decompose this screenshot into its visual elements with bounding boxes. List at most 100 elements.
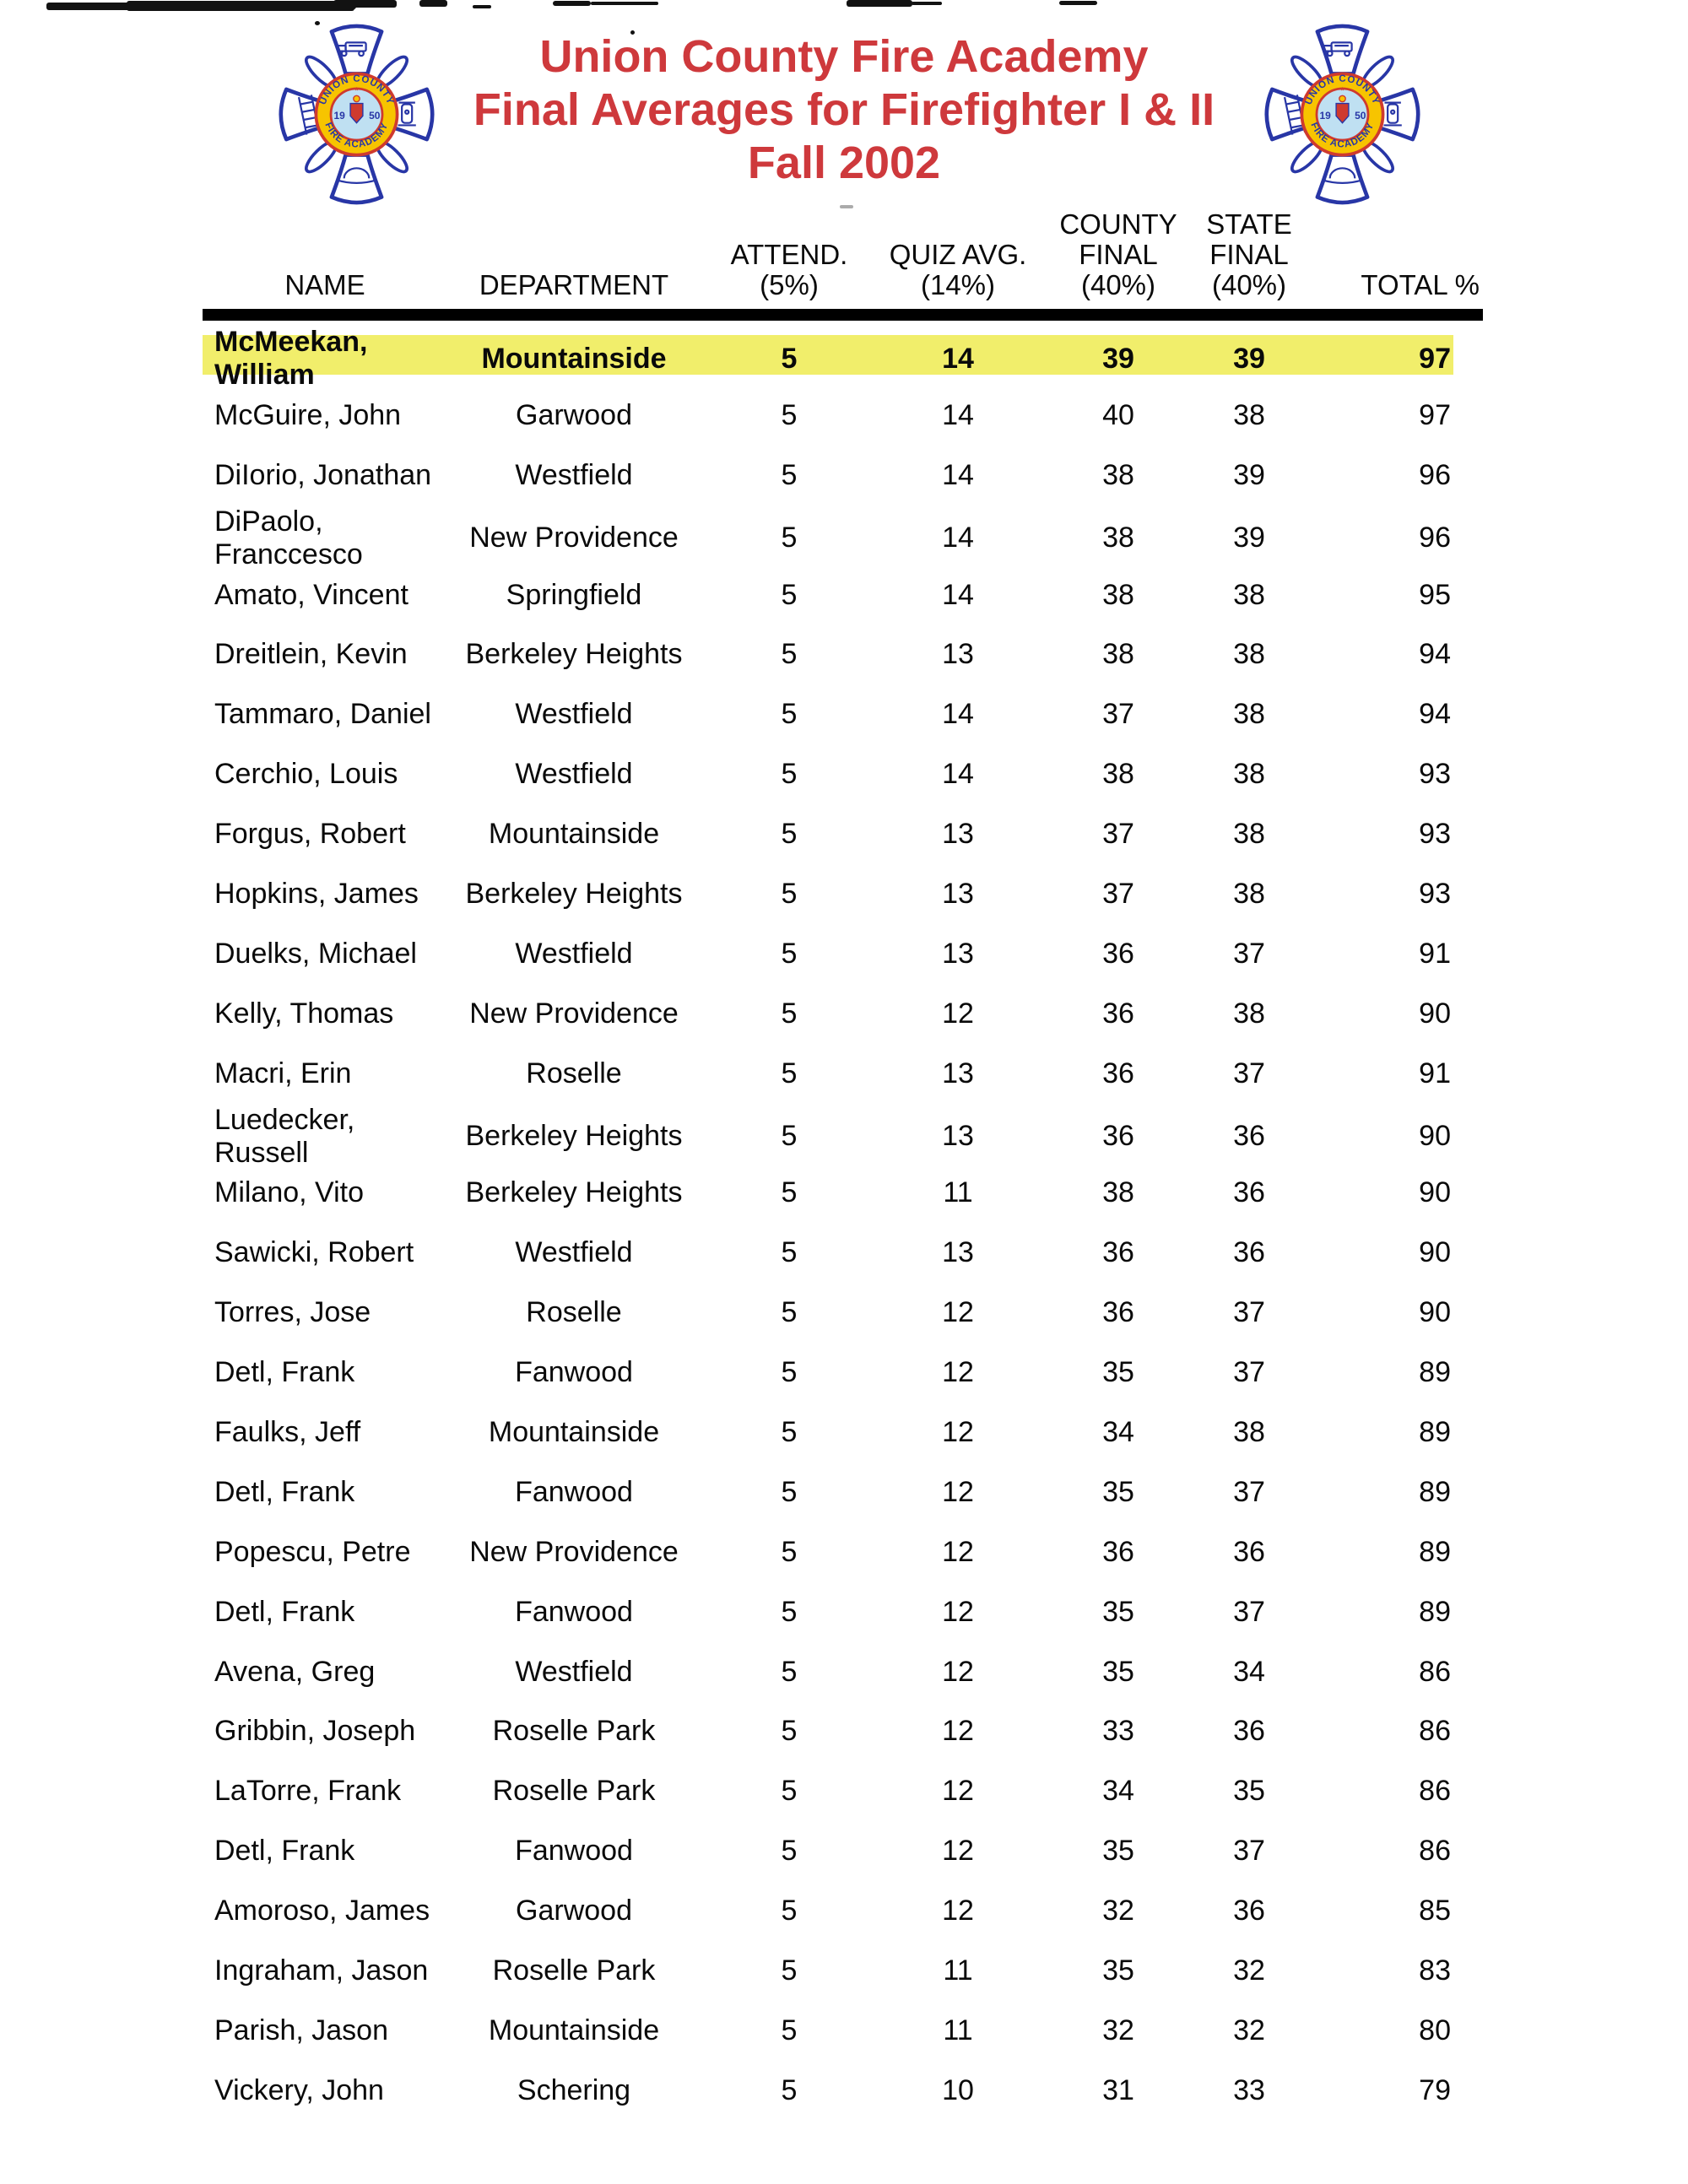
cell-quiz: 12	[942, 1356, 974, 1389]
cell-attend: 5	[781, 1835, 798, 1868]
cell-total: 94	[1419, 638, 1451, 671]
cell-county: 35	[1102, 1356, 1134, 1389]
cell-state: 36	[1233, 1236, 1265, 1269]
table-row: McMeekan, William Mountainside 5 14 39 39 97	[0, 326, 1688, 391]
cell-name: Detl, Frank	[214, 1475, 355, 1508]
cell-name: Macri, Erin	[214, 1057, 352, 1089]
svg-text:★: ★	[354, 87, 360, 93]
cell-name: Duelks, Michael	[214, 937, 417, 970]
cell-state: 37	[1233, 1595, 1265, 1628]
cell-county: 36	[1102, 1057, 1134, 1089]
cell-attend: 5	[781, 937, 798, 970]
cell-state: 36	[1233, 1176, 1265, 1209]
table-row: Luedecker, Russell Berkeley Heights 5 13 36 3…	[0, 1104, 1688, 1169]
scan-artifact	[553, 1, 591, 6]
page-title: Union County Fire Academy Final Averages…	[0, 30, 1688, 190]
table-body: McMeekan, William Mountainside 5 14 39 39 97 Mc…	[0, 326, 1688, 2121]
cell-department: Berkeley Heights	[465, 877, 683, 910]
cell-name: Popescu, Petre	[214, 1535, 411, 1568]
cell-name: Torres, Jose	[214, 1296, 371, 1329]
cell-state: 34	[1233, 1655, 1265, 1688]
cell-department: Mountainside	[488, 818, 660, 851]
cell-county: 38	[1102, 758, 1134, 791]
cell-state: 37	[1233, 1475, 1265, 1508]
cell-quiz: 13	[942, 1057, 974, 1089]
cell-attend: 5	[781, 1895, 798, 1927]
cell-name: Kelly, Thomas	[214, 997, 394, 1030]
cell-department: Mountainside	[481, 342, 667, 375]
cell-quiz: 13	[942, 638, 974, 671]
cell-name: LaTorre, Frank	[214, 1775, 402, 1808]
cell-attend: 5	[781, 1415, 798, 1448]
cell-department: New Providence	[469, 997, 679, 1030]
cell-department: Roselle Park	[492, 1954, 656, 1987]
cell-county: 35	[1102, 1595, 1134, 1628]
cell-name: Ingraham, Jason	[214, 1954, 429, 1987]
cell-state: 38	[1233, 758, 1265, 791]
cell-county: 34	[1102, 1775, 1134, 1808]
cell-quiz: 12	[942, 1775, 974, 1808]
cell-county: 34	[1102, 1415, 1134, 1448]
cell-quiz: 12	[942, 1655, 974, 1688]
table-row: Amoroso, James Garwood 5 12 32 36 85	[0, 1881, 1688, 1941]
cell-quiz: 13	[942, 1120, 974, 1153]
cell-total: 89	[1419, 1356, 1451, 1389]
cell-department: Roselle	[526, 1296, 622, 1329]
cell-department: Berkeley Heights	[465, 638, 683, 671]
table-row: Vickery, John Schering 5 10 31 33 79	[0, 2061, 1688, 2121]
cell-attend: 5	[781, 1595, 798, 1628]
cell-attend: 5	[781, 1655, 798, 1688]
cell-department: Garwood	[516, 398, 632, 431]
table-row: Duelks, Michael Westfield 5 13 36 37 91	[0, 924, 1688, 984]
cell-name: DiIorio, Jonathan	[214, 458, 432, 491]
cell-county: 37	[1102, 698, 1134, 731]
svg-text:50: 50	[369, 110, 381, 122]
cell-name: Milano, Vito	[214, 1176, 365, 1209]
title-line-3: Fall 2002	[747, 138, 941, 188]
table-row: Parish, Jason Mountainside 5 11 32 32 80	[0, 2001, 1688, 2061]
cell-total: 97	[1419, 342, 1451, 375]
cell-attend: 5	[781, 698, 798, 731]
cell-state: 37	[1233, 1057, 1265, 1089]
cell-county: 36	[1102, 1296, 1134, 1329]
cell-county: 37	[1102, 818, 1134, 851]
scan-artifact	[333, 0, 397, 8]
cell-state: 37	[1233, 1296, 1265, 1329]
table-row: Detl, Frank Fanwood 5 12 35 37 86	[0, 1821, 1688, 1881]
cell-attend: 5	[781, 1535, 798, 1568]
cell-county: 38	[1102, 638, 1134, 671]
cell-attend: 5	[781, 578, 798, 611]
scan-artifact	[591, 2, 658, 5]
cell-total: 96	[1419, 458, 1451, 491]
cell-county: 32	[1102, 2014, 1134, 2046]
cell-county: 36	[1102, 1236, 1134, 1269]
table-row: McGuire, John Garwood 5 14 40 38 97	[0, 386, 1688, 446]
cell-total: 86	[1419, 1775, 1451, 1808]
cell-attend: 5	[781, 1236, 798, 1269]
cell-total: 80	[1419, 2014, 1451, 2046]
column-header-county: COUNTY FINAL (40%)	[1038, 209, 1198, 300]
cell-state: 32	[1233, 2014, 1265, 2046]
cell-attend: 5	[781, 1296, 798, 1329]
cell-county: 38	[1102, 578, 1134, 611]
cell-department: Westfield	[515, 1655, 633, 1688]
cell-county: 36	[1102, 1120, 1134, 1153]
scan-artifact	[630, 30, 635, 35]
cell-name: Cerchio, Louis	[214, 758, 398, 791]
table-row: Detl, Frank Fanwood 5 12 35 37 89	[0, 1462, 1688, 1522]
cell-name: Detl, Frank	[214, 1595, 355, 1628]
table-row: Milano, Vito Berkeley Heights 5 11 38 36 90	[0, 1163, 1688, 1223]
cell-state: 36	[1233, 1535, 1265, 1568]
table-row: Torres, Jose Roselle 5 12 36 37 90	[0, 1283, 1688, 1343]
column-header-total: TOTAL %	[1300, 209, 1483, 300]
cell-department: New Providence	[469, 1535, 679, 1568]
cell-name: Tammaro, Daniel	[214, 698, 431, 731]
cell-state: 37	[1233, 937, 1265, 970]
cell-total: 89	[1419, 1415, 1451, 1448]
cell-state: 38	[1233, 578, 1265, 611]
scan-artifact	[912, 2, 942, 5]
cell-quiz: 14	[942, 578, 974, 611]
cell-county: 38	[1102, 522, 1134, 554]
cell-total: 89	[1419, 1475, 1451, 1508]
cell-state: 36	[1233, 1895, 1265, 1927]
